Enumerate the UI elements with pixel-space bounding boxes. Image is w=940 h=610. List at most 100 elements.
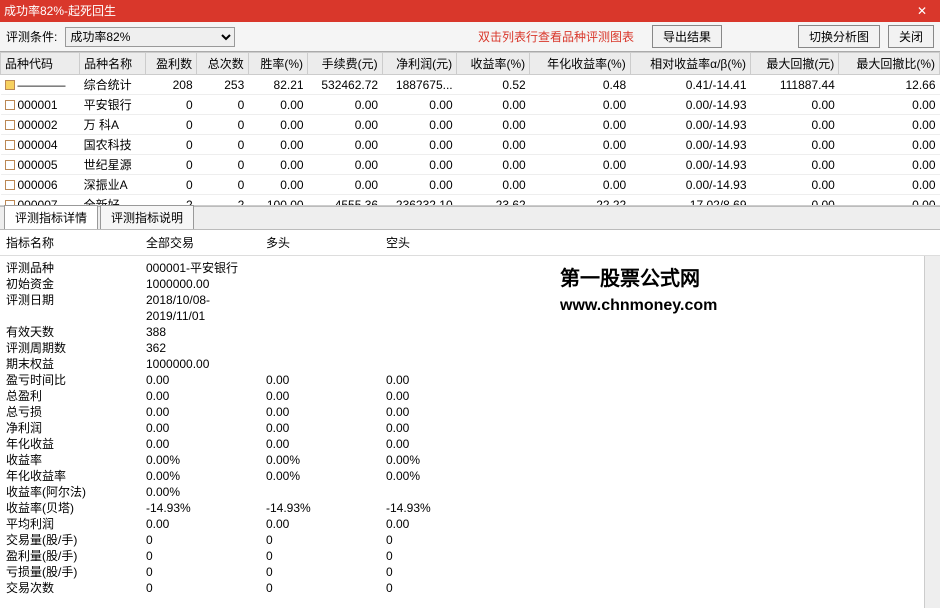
detail-cell: 0.00	[146, 420, 266, 436]
row-icon	[5, 180, 15, 190]
cell: 0.00	[839, 135, 940, 155]
detail-cell	[386, 260, 506, 276]
row-icon	[5, 160, 15, 170]
cell: 0	[145, 135, 197, 155]
grid-header[interactable]: 最大回撤(元)	[751, 53, 839, 75]
detail-row: 净利润0.000.000.00	[6, 420, 934, 436]
detail-cell	[266, 276, 386, 292]
grid-header[interactable]: 最大回撤比(%)	[839, 53, 940, 75]
cell: 0.00	[248, 115, 307, 135]
table-row[interactable]: ————综合统计20825382.21532462.721887675...0.…	[1, 75, 940, 95]
cell: 0.00	[839, 175, 940, 195]
detail-cell: 0.00%	[386, 452, 506, 468]
detail-cell: 年化收益	[6, 436, 146, 452]
detail-cell: 总盈利	[6, 388, 146, 404]
switch-chart-button[interactable]: 切换分析图	[798, 25, 880, 48]
grid-header[interactable]: 收益率(%)	[457, 53, 530, 75]
detail-row: 评测周期数362	[6, 340, 934, 356]
cell: 0.00/-14.93	[630, 135, 750, 155]
detail-cell: -14.93%	[266, 500, 386, 516]
detail-col-long: 多头	[266, 234, 386, 251]
detail-cell	[386, 356, 506, 372]
cell: 0	[145, 155, 197, 175]
detail-cell: 0.00	[146, 404, 266, 420]
table-row[interactable]: 000006深振业A000.000.000.000.000.000.00/-14…	[1, 175, 940, 195]
detail-cell: 总亏损	[6, 404, 146, 420]
cell: 0.52	[457, 75, 530, 95]
detail-cell: 0	[146, 548, 266, 564]
scrollbar[interactable]	[924, 256, 940, 608]
condition-select[interactable]: 成功率82%	[65, 27, 235, 47]
cell: 0	[145, 175, 197, 195]
row-icon	[5, 120, 15, 130]
cell: 0	[197, 135, 249, 155]
tab-detail[interactable]: 评测指标详情	[4, 205, 98, 229]
cell: 0.00	[457, 155, 530, 175]
cell: 平安银行	[80, 95, 145, 115]
cell: 0.00	[530, 135, 631, 155]
detail-cell: 0.00%	[146, 484, 266, 500]
grid-header[interactable]: 相对收益率α/β(%)	[630, 53, 750, 75]
cell: ————	[1, 75, 80, 95]
detail-cell: 362	[146, 340, 266, 356]
cell: 0.00	[382, 175, 457, 195]
cell: 22.22	[530, 195, 631, 207]
close-icon[interactable]: ✕	[908, 0, 936, 22]
detail-cell: 0.00%	[266, 452, 386, 468]
detail-cell: 评测日期	[6, 292, 146, 324]
results-grid[interactable]: 品种代码品种名称盈利数总次数胜率(%)手续费(元)净利润(元)收益率(%)年化收…	[0, 52, 940, 206]
detail-cell: 0	[386, 532, 506, 548]
detail-cell: -14.93%	[386, 500, 506, 516]
detail-cell	[386, 324, 506, 340]
detail-row: 盈亏时间比0.000.000.00	[6, 372, 934, 388]
detail-cell: 0	[266, 532, 386, 548]
grid-header[interactable]: 净利润(元)	[382, 53, 457, 75]
detail-cell	[266, 356, 386, 372]
table-row[interactable]: 000002万 科A000.000.000.000.000.000.00/-14…	[1, 115, 940, 135]
detail-cell: 0.00	[386, 420, 506, 436]
export-button[interactable]: 导出结果	[652, 25, 722, 48]
grid-header[interactable]: 品种代码	[1, 53, 80, 75]
tabs: 评测指标详情 评测指标说明	[0, 206, 940, 230]
cell: 0.00	[530, 175, 631, 195]
cell: 0.00	[382, 115, 457, 135]
grid-header[interactable]: 品种名称	[80, 53, 145, 75]
detail-cell: -14.93%	[146, 500, 266, 516]
detail-cell: 1000000.00	[146, 356, 266, 372]
grid-header[interactable]: 胜率(%)	[248, 53, 307, 75]
cell: 0.00	[457, 115, 530, 135]
cell: 0.00	[248, 135, 307, 155]
grid-header[interactable]: 总次数	[197, 53, 249, 75]
grid-header[interactable]: 年化收益率(%)	[530, 53, 631, 75]
detail-row: 收益率0.00%0.00%0.00%	[6, 452, 934, 468]
cell: 0.00	[382, 135, 457, 155]
detail-cell: 1000000.00	[146, 276, 266, 292]
cell: 0.00/-14.93	[630, 175, 750, 195]
cell: 000002	[1, 115, 80, 135]
detail-row: 总亏损0.000.000.00	[6, 404, 934, 420]
cell: 253	[197, 75, 249, 95]
detail-cell: 0.00	[266, 436, 386, 452]
grid-header[interactable]: 盈利数	[145, 53, 197, 75]
tab-desc[interactable]: 评测指标说明	[100, 205, 194, 229]
detail-cell	[266, 292, 386, 324]
cell: 深振业A	[80, 175, 145, 195]
detail-cell: 0.00	[146, 516, 266, 532]
detail-cell: 0	[146, 564, 266, 580]
grid-header[interactable]: 手续费(元)	[308, 53, 383, 75]
watermark: 第一股票公式网 www.chnmoney.com	[560, 262, 717, 315]
detail-cell: 评测周期数	[6, 340, 146, 356]
detail-cell: 0	[146, 580, 266, 596]
detail-cell: 0.00%	[266, 468, 386, 484]
detail-cell: 0.00	[146, 388, 266, 404]
detail-cell: 平均利润	[6, 516, 146, 532]
cell: 0.00	[839, 95, 940, 115]
cell: 0.00	[839, 195, 940, 207]
detail-cell	[266, 260, 386, 276]
close-button[interactable]: 关闭	[888, 25, 934, 48]
table-row[interactable]: 000005世纪星源000.000.000.000.000.000.00/-14…	[1, 155, 940, 175]
table-row[interactable]: 000004国农科技000.000.000.000.000.000.00/-14…	[1, 135, 940, 155]
table-row[interactable]: 000001平安银行000.000.000.000.000.000.00/-14…	[1, 95, 940, 115]
cell: 0.00	[751, 155, 839, 175]
cell: 82.21	[248, 75, 307, 95]
